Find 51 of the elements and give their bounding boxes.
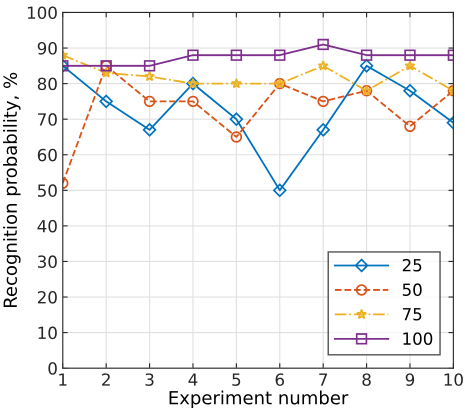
point [318, 60, 329, 71]
x-tick-label: 7 [319, 374, 328, 386]
y-tick-label: 60 [38, 148, 57, 162]
x-tick-label: 6 [276, 373, 284, 386]
point [144, 96, 156, 108]
point [187, 96, 199, 108]
y-axis-title: Recognition probability, % [3, 72, 21, 308]
legend-label: 25 [402, 258, 422, 272]
x-axis-title: Experiment number [170, 390, 348, 408]
point [144, 60, 156, 72]
x-tick-label: 9 [406, 373, 414, 386]
y-tick-label: 80 [38, 78, 57, 90]
y-tick-label: 90 [38, 42, 57, 55]
point [230, 49, 242, 61]
y-tick-label: 40 [38, 220, 57, 232]
point [187, 49, 199, 61]
y-tick-label: 10 [38, 326, 57, 340]
y-tick-label: 30 [38, 255, 57, 268]
point [230, 131, 242, 143]
point [403, 84, 417, 98]
x-tick-label: 10 [444, 373, 463, 386]
point [360, 49, 372, 61]
y-tick-label: 70 [38, 113, 57, 126]
point [404, 120, 416, 132]
point [142, 123, 156, 137]
legend-label: 75 [402, 308, 422, 320]
x-tick-label: 4 [188, 374, 198, 386]
point [144, 70, 156, 82]
x-tick-label: 3 [146, 373, 154, 386]
point [99, 94, 113, 108]
y-tick-label: 50 [38, 184, 57, 197]
point [404, 60, 416, 71]
x-tick-label: 1 [59, 374, 67, 386]
point [360, 59, 374, 73]
x-tick-label: 2 [102, 373, 110, 386]
point [404, 49, 416, 61]
y-tick-label: 100 [28, 6, 57, 20]
point [100, 67, 112, 78]
x-tick-label: 5 [232, 374, 240, 386]
point [230, 112, 244, 126]
point [274, 49, 286, 61]
point [317, 38, 329, 50]
y-tick-label: 20 [38, 290, 57, 304]
legend-label: 50 [402, 283, 422, 296]
y-tick-label: 0 [48, 362, 57, 375]
x-tick-label: 8 [362, 373, 371, 386]
point [273, 184, 287, 198]
point [230, 78, 242, 88]
legend-label: 100 [403, 332, 432, 345]
point [316, 123, 330, 137]
point [317, 96, 329, 108]
